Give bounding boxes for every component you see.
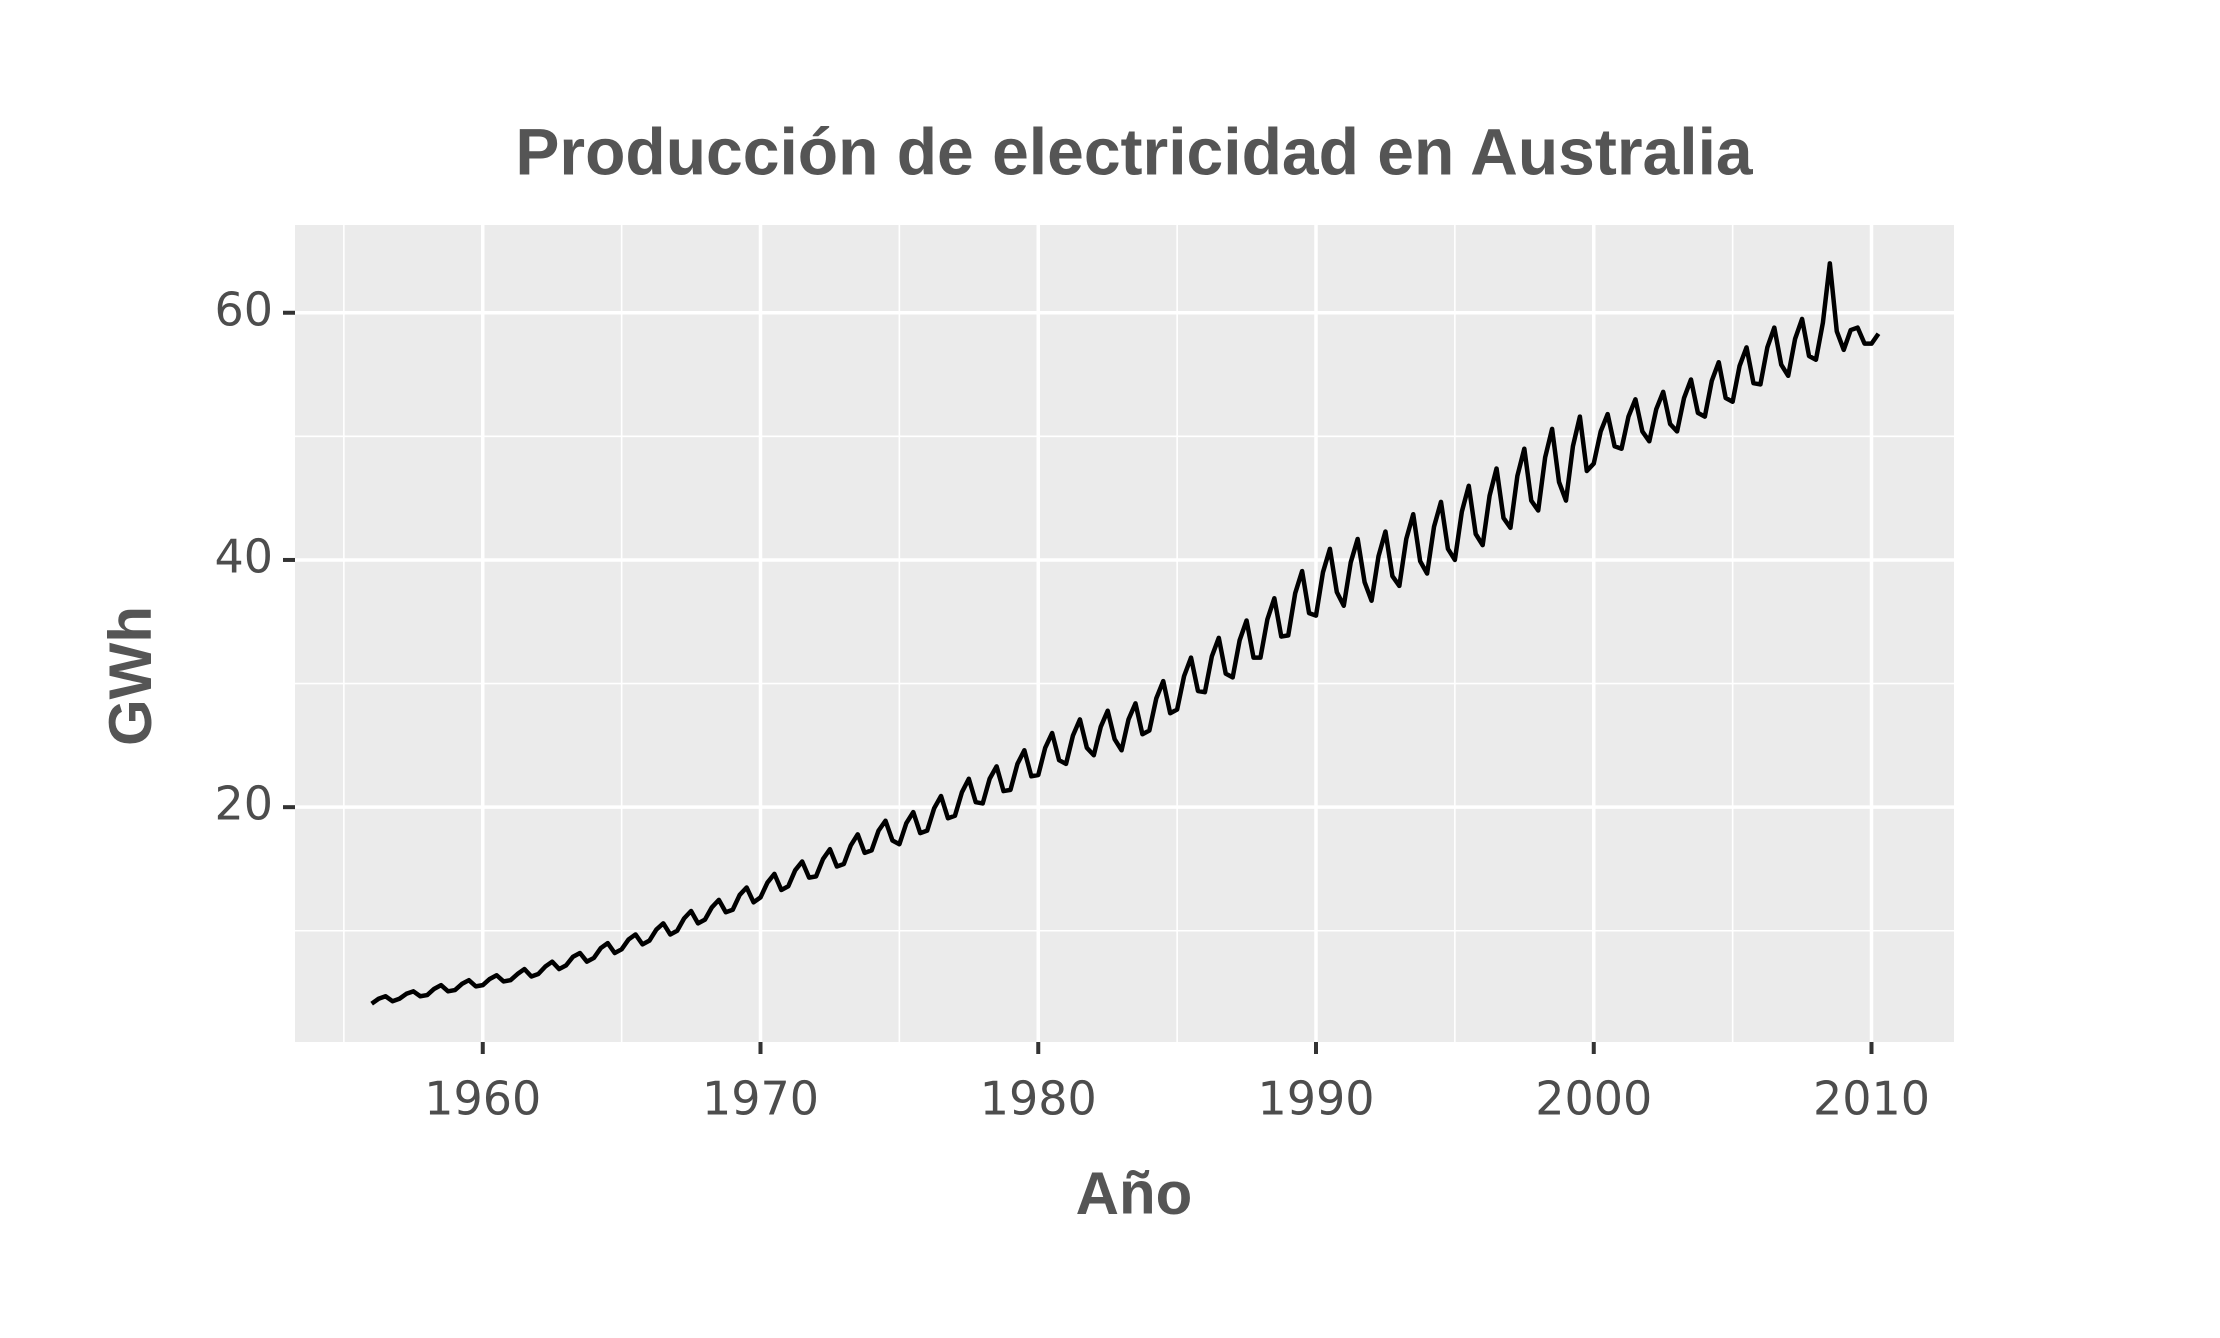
series-line xyxy=(370,261,1881,1006)
x-tick-label: 1990 xyxy=(1257,1072,1374,1126)
panel xyxy=(295,225,1954,1042)
chart-title: Producción de electricidad en Australia xyxy=(515,114,1754,188)
x-tick-label: 1980 xyxy=(980,1072,1097,1126)
y-tick-label: 60 xyxy=(214,282,273,336)
y-tick-label: 20 xyxy=(214,777,273,831)
x-tick-label: 1970 xyxy=(702,1072,819,1126)
x-tick-label: 1960 xyxy=(424,1072,541,1126)
x-axis-title: Año xyxy=(1076,1160,1193,1227)
x-tick-label: 2000 xyxy=(1535,1072,1652,1126)
y-tick-label: 40 xyxy=(214,529,273,583)
x-tick-label: 2010 xyxy=(1813,1072,1930,1126)
y-axis-title: GWh xyxy=(97,606,164,746)
